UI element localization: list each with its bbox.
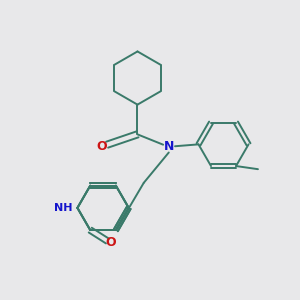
Text: O: O bbox=[105, 236, 116, 249]
Text: NH: NH bbox=[54, 203, 73, 213]
Text: O: O bbox=[96, 140, 107, 153]
Text: N: N bbox=[164, 140, 174, 153]
